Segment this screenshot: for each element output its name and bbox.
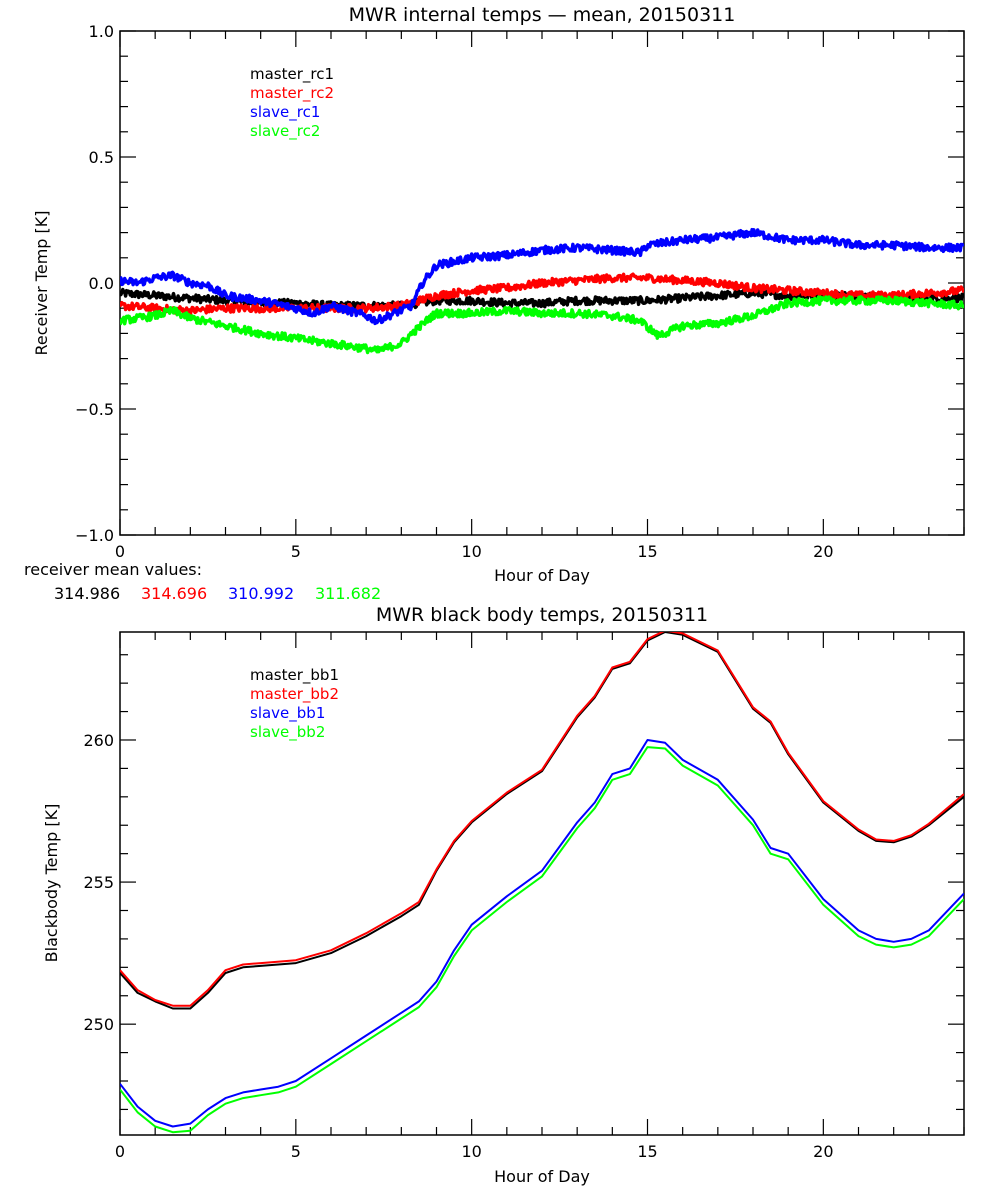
y-tick-label: 1.0 [89, 22, 114, 41]
y-axis-label: Receiver Temp [K] [32, 210, 51, 355]
plot-frame [119, 631, 965, 1136]
y-tick-label: 0.0 [89, 274, 114, 293]
x-axis-label: Hour of Day [494, 566, 590, 585]
legend: master_rc1 master_rc2 slave_rc1 slave_rc… [250, 65, 334, 141]
series-line-master_rc2 [120, 272, 964, 317]
legend: master_bb1 master_bb2 slave_bb1 slave_bb… [250, 666, 339, 742]
x-tick-label: 10 [461, 1142, 481, 1161]
series-group [120, 227, 964, 355]
x-axis-label: Hour of Day [494, 1167, 590, 1186]
x-tick-label: 20 [813, 1142, 833, 1161]
mean-value: 311.682 [315, 584, 381, 603]
series-line-master_bb2 [120, 632, 964, 1007]
x-tick-label: 10 [461, 542, 481, 561]
y-axis-label: Blackbody Temp [K] [42, 804, 61, 963]
y-tick-label: 0.5 [89, 148, 114, 167]
series-line-slave_rc2 [120, 295, 964, 355]
legend-entry: slave_rc1 [250, 103, 320, 122]
chart-title: MWR black body temps, 20150311 [376, 604, 708, 626]
legend-entry: slave_bb1 [250, 704, 325, 723]
y-tick-label: 250 [83, 1015, 114, 1034]
y-tick-label: −1.0 [75, 526, 114, 545]
mean-values: 314.986 314.696 310.992 311.682 [54, 584, 381, 603]
series-line-slave_bb1 [120, 739, 964, 1128]
legend-entry: master_rc2 [250, 84, 334, 103]
mean-value: 314.696 [141, 584, 207, 603]
receiver-temp-panel: MWR internal temps — mean, 20150311 0 5 10… [24, 4, 965, 603]
y-axis: −1.0 −0.5 0.0 0.5 1.0 [75, 22, 964, 545]
legend-entry: slave_rc2 [250, 122, 320, 141]
series-line-slave_rc1 [120, 227, 964, 326]
legend-entry: master_rc1 [250, 65, 334, 84]
series-line-master_bb1 [120, 632, 964, 1010]
mean-value: 314.986 [54, 584, 120, 603]
chart-title: MWR internal temps — mean, 20150311 [349, 4, 736, 26]
blackbody-temp-panel: MWR black body temps, 20150311 0 5 10 15 20 … [42, 604, 965, 1186]
mean-value: 310.992 [228, 584, 294, 603]
y-tick-label: 255 [83, 873, 114, 892]
mean-values-label: receiver mean values: [24, 560, 202, 579]
x-tick-label: 15 [637, 1142, 657, 1161]
series-group [120, 632, 964, 1134]
x-axis: 0 5 10 15 20 [115, 31, 965, 561]
x-tick-label: 5 [291, 542, 301, 561]
y-axis: 250 255 260 [83, 654, 964, 1111]
x-tick-label: 20 [813, 542, 833, 561]
legend-entry: master_bb1 [250, 666, 339, 685]
x-tick-label: 0 [115, 1142, 125, 1161]
y-tick-label: −0.5 [75, 400, 114, 419]
legend-entry: master_bb2 [250, 685, 339, 704]
series-line-slave_bb2 [120, 746, 964, 1134]
x-tick-label: 5 [291, 1142, 301, 1161]
legend-entry: slave_bb2 [250, 723, 325, 742]
x-tick-label: 15 [637, 542, 657, 561]
x-tick-label: 0 [115, 542, 125, 561]
y-tick-label: 260 [83, 731, 114, 750]
x-axis: 0 5 10 15 20 [115, 632, 965, 1161]
